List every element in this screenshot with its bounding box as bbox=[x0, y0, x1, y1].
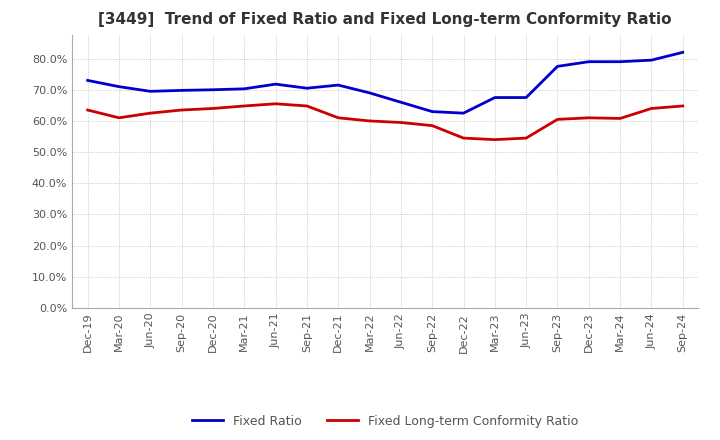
Fixed Ratio bbox=[585, 59, 593, 64]
Fixed Long-term Conformity Ratio bbox=[302, 103, 311, 109]
Fixed Long-term Conformity Ratio bbox=[365, 118, 374, 124]
Fixed Ratio bbox=[334, 82, 343, 88]
Fixed Ratio bbox=[647, 58, 656, 63]
Fixed Long-term Conformity Ratio bbox=[678, 103, 687, 109]
Fixed Ratio bbox=[490, 95, 499, 100]
Fixed Ratio bbox=[459, 110, 468, 116]
Fixed Ratio bbox=[397, 99, 405, 105]
Fixed Ratio bbox=[177, 88, 186, 93]
Fixed Long-term Conformity Ratio bbox=[146, 110, 155, 116]
Fixed Long-term Conformity Ratio bbox=[616, 116, 624, 121]
Fixed Ratio bbox=[428, 109, 436, 114]
Fixed Long-term Conformity Ratio bbox=[114, 115, 123, 121]
Fixed Ratio bbox=[271, 81, 280, 87]
Fixed Ratio bbox=[209, 87, 217, 92]
Fixed Ratio bbox=[146, 89, 155, 94]
Fixed Long-term Conformity Ratio bbox=[271, 101, 280, 106]
Fixed Ratio bbox=[84, 78, 92, 83]
Fixed Long-term Conformity Ratio bbox=[459, 136, 468, 141]
Fixed Ratio bbox=[522, 95, 531, 100]
Fixed Ratio bbox=[302, 85, 311, 91]
Fixed Long-term Conformity Ratio bbox=[397, 120, 405, 125]
Fixed Long-term Conformity Ratio bbox=[334, 115, 343, 121]
Legend: Fixed Ratio, Fixed Long-term Conformity Ratio: Fixed Ratio, Fixed Long-term Conformity … bbox=[187, 410, 583, 433]
Fixed Long-term Conformity Ratio bbox=[240, 103, 248, 109]
Title: [3449]  Trend of Fixed Ratio and Fixed Long-term Conformity Ratio: [3449] Trend of Fixed Ratio and Fixed Lo… bbox=[99, 12, 672, 27]
Fixed Long-term Conformity Ratio bbox=[209, 106, 217, 111]
Fixed Ratio bbox=[240, 86, 248, 92]
Fixed Long-term Conformity Ratio bbox=[177, 107, 186, 113]
Fixed Long-term Conformity Ratio bbox=[522, 136, 531, 141]
Fixed Long-term Conformity Ratio bbox=[428, 123, 436, 128]
Fixed Long-term Conformity Ratio bbox=[647, 106, 656, 111]
Line: Fixed Long-term Conformity Ratio: Fixed Long-term Conformity Ratio bbox=[88, 104, 683, 139]
Fixed Ratio bbox=[678, 50, 687, 55]
Line: Fixed Ratio: Fixed Ratio bbox=[88, 52, 683, 113]
Fixed Long-term Conformity Ratio bbox=[490, 137, 499, 142]
Fixed Ratio bbox=[114, 84, 123, 89]
Fixed Ratio bbox=[616, 59, 624, 64]
Fixed Long-term Conformity Ratio bbox=[585, 115, 593, 121]
Fixed Ratio bbox=[553, 64, 562, 69]
Fixed Long-term Conformity Ratio bbox=[84, 107, 92, 113]
Fixed Long-term Conformity Ratio bbox=[553, 117, 562, 122]
Fixed Ratio bbox=[365, 90, 374, 95]
